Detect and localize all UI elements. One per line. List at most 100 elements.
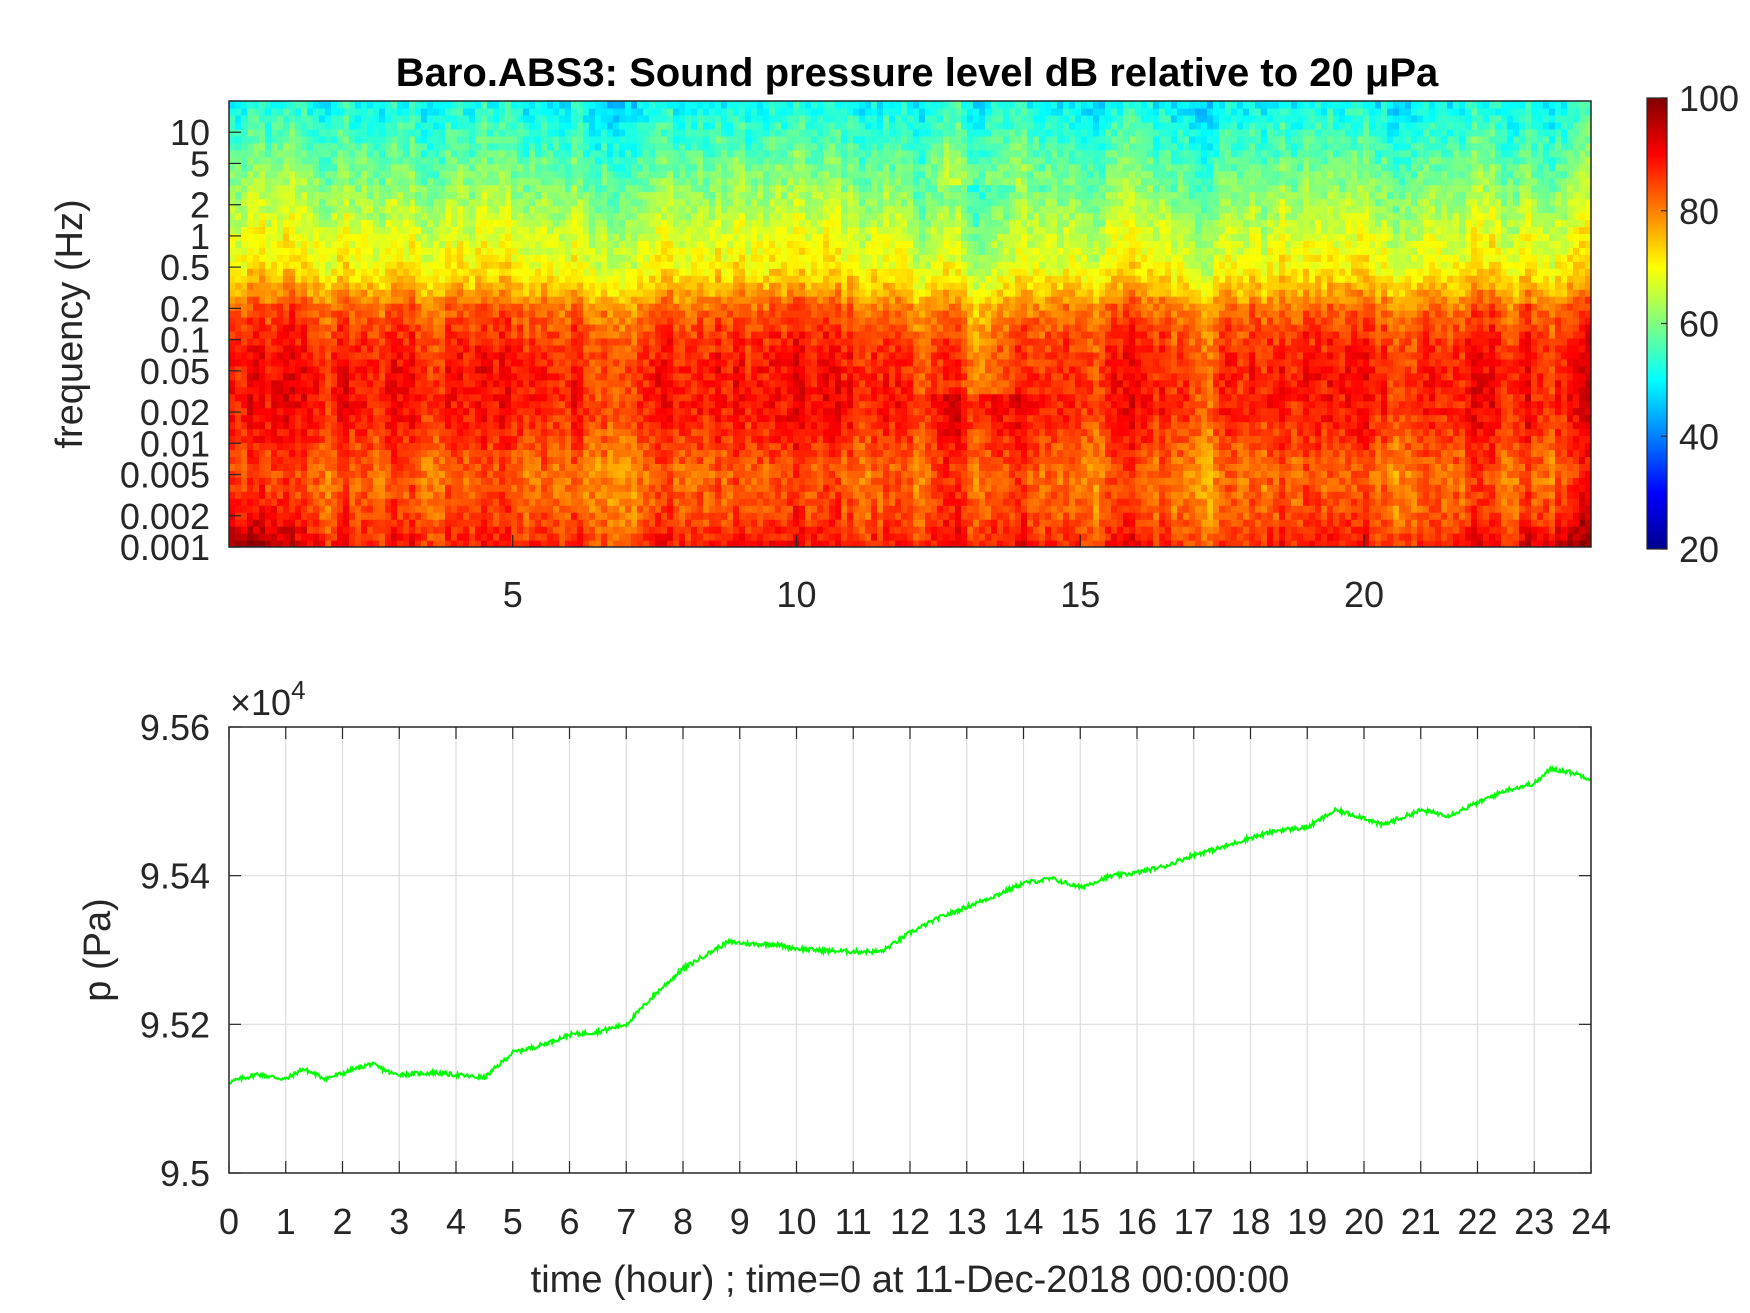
spectrogram-cell bbox=[307, 442, 314, 451]
spectrogram-cell bbox=[259, 435, 266, 444]
spectrogram-cell bbox=[511, 149, 518, 158]
spectrogram-cell bbox=[307, 198, 314, 207]
spectrogram-cell bbox=[265, 156, 272, 165]
spectrogram-cell bbox=[235, 219, 242, 228]
spectrogram-cell bbox=[637, 372, 644, 381]
spectrogram-cell bbox=[439, 330, 446, 339]
spectrogram-cell bbox=[325, 101, 332, 109]
spectrogram-cell bbox=[643, 142, 650, 151]
spectrogram-cell bbox=[235, 254, 242, 262]
spectrogram-cell bbox=[607, 254, 614, 262]
spectrogram-cell bbox=[481, 317, 488, 325]
spectrogram-cell bbox=[589, 407, 596, 416]
spectrogram-cell bbox=[691, 379, 698, 388]
spectrogram-cell bbox=[289, 351, 296, 360]
spectrogram-cell bbox=[649, 205, 656, 214]
spectrogram-cell bbox=[553, 484, 560, 492]
spectrogram-cell bbox=[529, 149, 536, 158]
spectrogram-cell bbox=[547, 247, 554, 255]
spectrogram-cell bbox=[565, 261, 572, 269]
spectrogram-cell bbox=[379, 282, 386, 290]
spectrogram-cell bbox=[601, 351, 608, 360]
spectrogram-cell bbox=[625, 128, 632, 137]
spectrogram-cell bbox=[583, 540, 590, 547]
spectrogram-cell bbox=[535, 114, 542, 123]
spectrogram-cell bbox=[541, 491, 548, 499]
spectrogram-cell bbox=[277, 142, 284, 151]
spectrogram-cell bbox=[253, 470, 260, 478]
spectrogram-cell bbox=[547, 240, 554, 248]
spectrogram-cell bbox=[295, 477, 302, 485]
spectrogram-cell bbox=[289, 324, 296, 332]
spectrogram-cell bbox=[523, 289, 530, 297]
spectrogram-cell bbox=[631, 247, 638, 255]
spectrogram-cell bbox=[373, 310, 380, 318]
spectrogram-cell bbox=[355, 135, 362, 144]
spectrogram-cell bbox=[421, 142, 428, 151]
spectrogram-cell bbox=[523, 519, 530, 527]
spectrogram-cell bbox=[445, 247, 452, 255]
spectrogram-cell bbox=[535, 121, 542, 130]
spectrogram-cell bbox=[691, 310, 698, 318]
spectrogram-cell bbox=[241, 240, 248, 248]
spectrogram-cell bbox=[613, 344, 620, 353]
spectrogram-cell bbox=[397, 163, 404, 172]
spectrogram-cell bbox=[343, 156, 350, 165]
spectrogram-cell bbox=[469, 505, 476, 513]
spectrogram-cell bbox=[613, 526, 620, 534]
spectrogram-cell bbox=[403, 428, 410, 437]
spectrogram-cell bbox=[673, 198, 680, 207]
spectrogram-cell bbox=[463, 498, 470, 506]
spectrogram-cell bbox=[553, 268, 560, 276]
spectrogram-cell bbox=[295, 324, 302, 332]
spectrogram-cell bbox=[259, 324, 266, 332]
spectrogram-cell bbox=[559, 512, 566, 520]
spectrogram-cell bbox=[289, 275, 296, 283]
spectrogram-cell bbox=[289, 442, 296, 451]
spectrogram-cell bbox=[535, 442, 542, 451]
spectrogram-cell bbox=[289, 540, 296, 547]
spectrogram-cell bbox=[571, 421, 578, 430]
spectrogram-cell bbox=[469, 275, 476, 283]
spectrogram-cell bbox=[325, 247, 332, 255]
spectrogram-cell bbox=[619, 512, 626, 520]
spectrogram-cell bbox=[565, 351, 572, 360]
spectrogram-cell bbox=[559, 289, 566, 297]
spectrogram-cell bbox=[373, 540, 380, 547]
spectrogram-cell bbox=[523, 498, 530, 506]
spectrogram-cell bbox=[511, 303, 518, 311]
spectrogram-cell bbox=[559, 372, 566, 381]
spectrogram-cell bbox=[253, 351, 260, 360]
spectrogram-cell bbox=[397, 114, 404, 123]
spectrogram-cell bbox=[295, 240, 302, 248]
spectrogram-cell bbox=[565, 442, 572, 451]
spectrogram-cell bbox=[673, 101, 680, 109]
spectrogram-cell bbox=[355, 379, 362, 388]
spectrogram-cell bbox=[457, 344, 464, 353]
spectrogram-cell bbox=[529, 505, 536, 513]
spectrogram-cell bbox=[655, 344, 662, 353]
spectrogram-cell bbox=[367, 121, 374, 130]
spectrogram-cell bbox=[613, 296, 620, 304]
spectrogram-cell bbox=[505, 435, 512, 444]
spectrogram-cell bbox=[325, 198, 332, 207]
spectrogram-cell bbox=[343, 191, 350, 200]
spectrogram-cell bbox=[253, 379, 260, 388]
spectrogram-cell bbox=[397, 344, 404, 353]
spectrogram-cell bbox=[337, 289, 344, 297]
spectrogram-cell bbox=[265, 261, 272, 269]
spectrogram-cell bbox=[577, 247, 584, 255]
spectrogram-cell bbox=[325, 428, 332, 437]
spectrogram-cell bbox=[535, 101, 542, 109]
spectrogram-cell bbox=[517, 205, 524, 214]
spectrogram-cell bbox=[319, 198, 326, 207]
spectrogram-cell bbox=[385, 337, 392, 346]
spectrogram-cell bbox=[559, 247, 566, 255]
spectrogram-cell bbox=[229, 365, 236, 374]
spectrogram-cell bbox=[373, 254, 380, 262]
spectrogram-cell bbox=[667, 261, 674, 269]
spectrogram-cell bbox=[595, 449, 602, 458]
spectrogram-cell bbox=[439, 484, 446, 492]
spectrogram-cell bbox=[685, 386, 692, 395]
spectrogram-cell bbox=[301, 317, 308, 325]
